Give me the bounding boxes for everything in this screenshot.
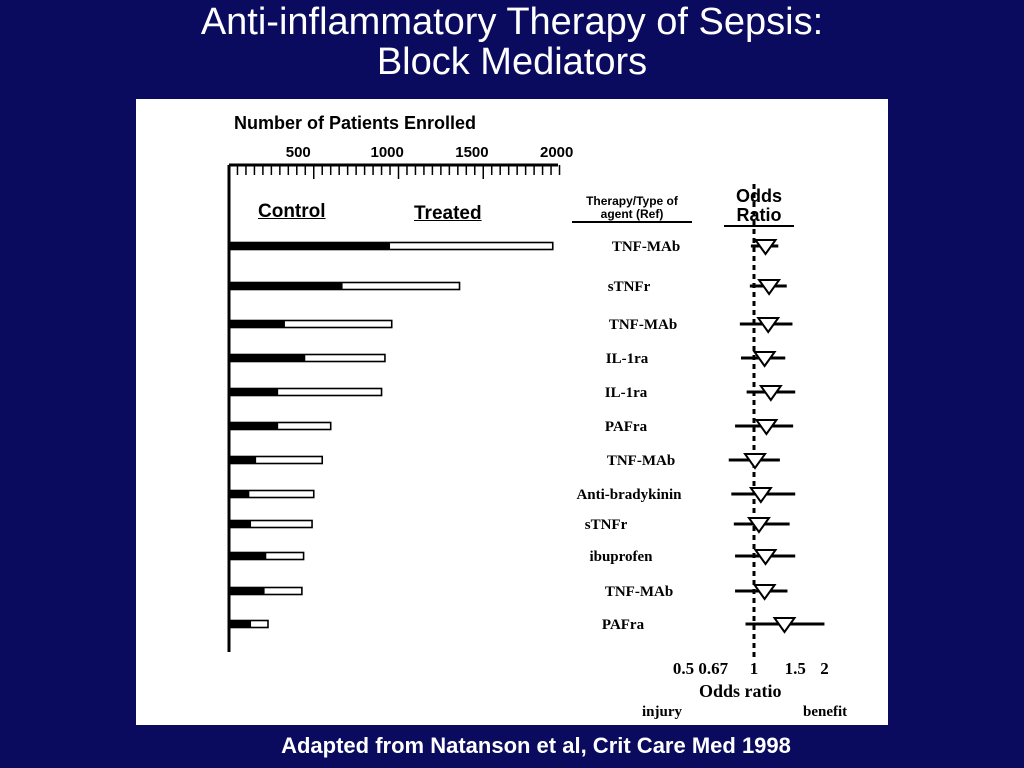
therapy-label: IL-1ra <box>606 351 649 367</box>
therapy-label: Anti-bradykinin <box>576 487 682 503</box>
odds-marker <box>753 549 778 566</box>
legend-control-label: Control <box>258 201 326 222</box>
odds-marker <box>757 279 782 296</box>
control-bar <box>229 520 252 528</box>
injury-label: injury <box>642 704 683 720</box>
slide-title-line1: Anti-inflammatory Therapy of Sepsis: <box>200 1 824 43</box>
slide-title: Anti-inflammatory Therapy of Sepsis: Blo… <box>0 2 1024 82</box>
control-bar <box>229 282 343 290</box>
odds-marker <box>743 453 767 470</box>
therapy-label: TNF-MAb <box>612 239 680 255</box>
odds-tick-label: 1 <box>750 659 759 678</box>
control-bar <box>229 456 257 464</box>
odds-marker <box>748 487 773 504</box>
control-bar <box>229 388 279 396</box>
therapy-label: PAFra <box>605 419 648 435</box>
legend-treated-label: Treated <box>414 203 482 224</box>
odds-marker <box>747 517 771 534</box>
therapy-label: sTNFr <box>585 517 628 533</box>
enroll-tick-label: 500 <box>286 144 311 161</box>
therapy-label: sTNFr <box>608 279 651 295</box>
slide-title-line2: Block Mediators <box>376 41 648 83</box>
odds-marker <box>752 584 777 601</box>
therapy-label: TNF-MAb <box>607 453 675 469</box>
chart-svg: 500 1000 1500 2000 TNF-MAb sTNFr TNF-MAb IL-1ra… <box>227 144 829 678</box>
odds-tick-label: 1.5 <box>785 659 806 678</box>
odds-tick-label: 0.67 <box>698 659 728 678</box>
therapy-label: PAFra <box>602 617 645 633</box>
therapy-label: ibuprofen <box>589 549 653 565</box>
control-bar <box>229 587 265 595</box>
odds-ratio-header: Odds Ratio <box>724 187 794 227</box>
odds-marker <box>758 385 783 402</box>
odds-marker <box>756 317 781 334</box>
odds-marker <box>772 617 797 634</box>
control-bar <box>229 354 306 362</box>
control-bar <box>229 422 279 430</box>
control-bar <box>229 242 391 250</box>
odds-tick-label: 2 <box>820 659 829 678</box>
enroll-tick-label: 1500 <box>455 144 488 161</box>
control-bar <box>229 552 267 560</box>
enrollment-chart-title: Number of Patients Enrolled <box>234 113 477 133</box>
chart-panel: 500 1000 1500 2000 TNF-MAb sTNFr TNF-MAb IL-1ra… <box>136 99 888 725</box>
odds-marker <box>752 351 777 368</box>
control-bar <box>229 490 250 498</box>
benefit-label: benefit <box>803 704 848 720</box>
therapy-column-header: Therapy/Type of agent (Ref) <box>572 195 692 223</box>
control-bar <box>229 320 285 328</box>
therapy-label: TNF-MAb <box>609 317 677 333</box>
therapy-label: TNF-MAb <box>605 584 673 600</box>
control-bar <box>229 620 252 628</box>
odds-marker <box>754 419 779 436</box>
odds-axis-title: Odds ratio <box>699 681 782 701</box>
therapy-label: IL-1ra <box>605 385 648 401</box>
enroll-tick-label: 1000 <box>371 144 404 161</box>
enroll-tick-label: 2000 <box>540 144 573 161</box>
odds-tick-label: 0.5 <box>673 659 694 678</box>
odds-marker <box>753 239 778 256</box>
source-caption: Adapted from Natanson et al, Crit Care M… <box>281 733 791 758</box>
